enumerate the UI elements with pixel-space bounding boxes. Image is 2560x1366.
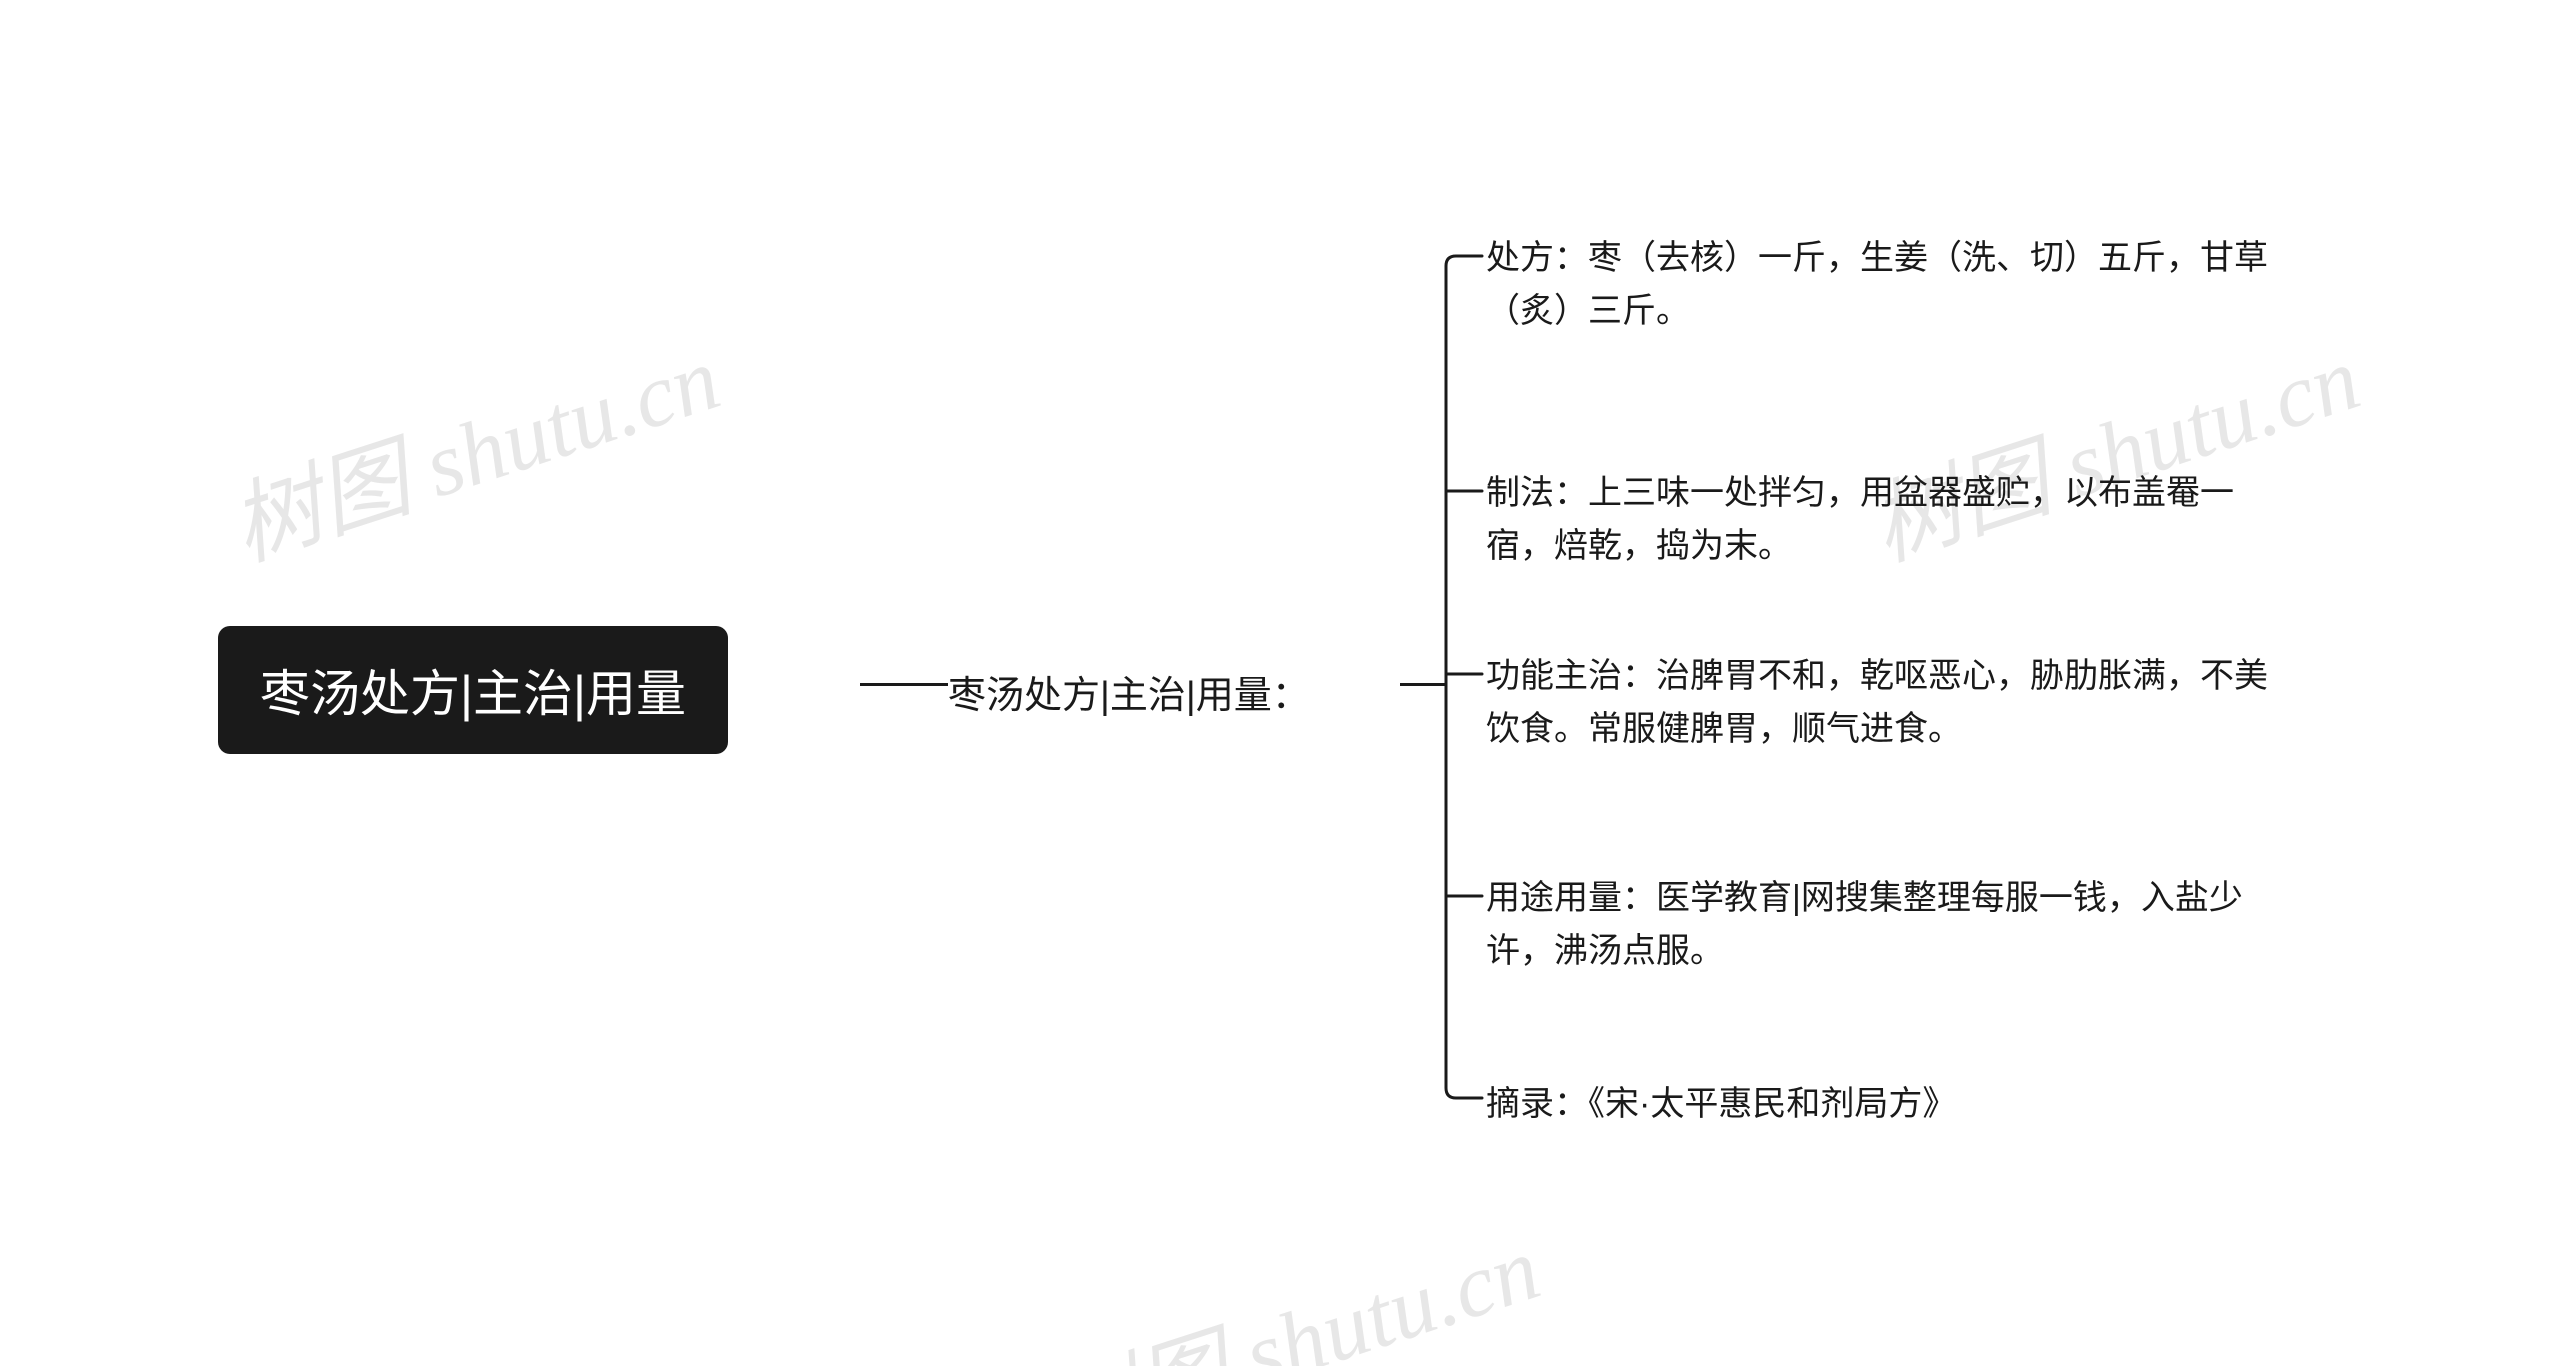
leaf-node[interactable]: 摘录：《宋·太平惠民和剂局方》 [1486,1078,2286,1131]
connector-root-sub [860,683,948,686]
leaf-text: 摘录：《宋·太平惠民和剂局方》 [1486,1085,1956,1123]
mindmap-canvas: 树图 shutu.cn 树图 shutu.cn 树图 shutu.cn 枣汤处方… [0,0,2560,1366]
brace-icon [1442,238,1492,1118]
sub-label: 枣汤处方|主治|用量： [948,675,1310,717]
sub-node[interactable]: 枣汤处方|主治|用量： [948,664,1310,719]
watermark: 树图 shutu.cn [212,305,732,585]
leaf-text: 用途用量：医学教育|网搜集整理每服一钱，入盐少许，沸汤点服。 [1486,879,2243,970]
leaf-node[interactable]: 处方：枣（去核）一斤，生姜（洗、切）五斤，甘草（炙）三斤。 [1486,232,2286,337]
leaf-text: 制法：上三味一处拌匀，用盆器盛贮，以布盖罨一宿，焙乾，捣为末。 [1486,474,2234,565]
connector-sub-brace [1400,683,1446,686]
leaf-node[interactable]: 功能主治：治脾胃不和，乾呕恶心，胁肋胀满，不美饮食。常服健脾胃，顺气进食。 [1486,650,2286,755]
watermark: 树图 shutu.cn [1032,1195,1552,1366]
leaf-text: 功能主治：治脾胃不和，乾呕恶心，胁肋胀满，不美饮食。常服健脾胃，顺气进食。 [1486,657,2268,748]
leaf-node[interactable]: 用途用量：医学教育|网搜集整理每服一钱，入盐少许，沸汤点服。 [1486,872,2286,977]
leaf-text: 处方：枣（去核）一斤，生姜（洗、切）五斤，甘草（炙）三斤。 [1486,239,2268,330]
root-label: 枣汤处方|主治|用量 [260,666,686,722]
root-node[interactable]: 枣汤处方|主治|用量 [218,626,728,754]
leaf-node[interactable]: 制法：上三味一处拌匀，用盆器盛贮，以布盖罨一宿，焙乾，捣为末。 [1486,467,2286,572]
